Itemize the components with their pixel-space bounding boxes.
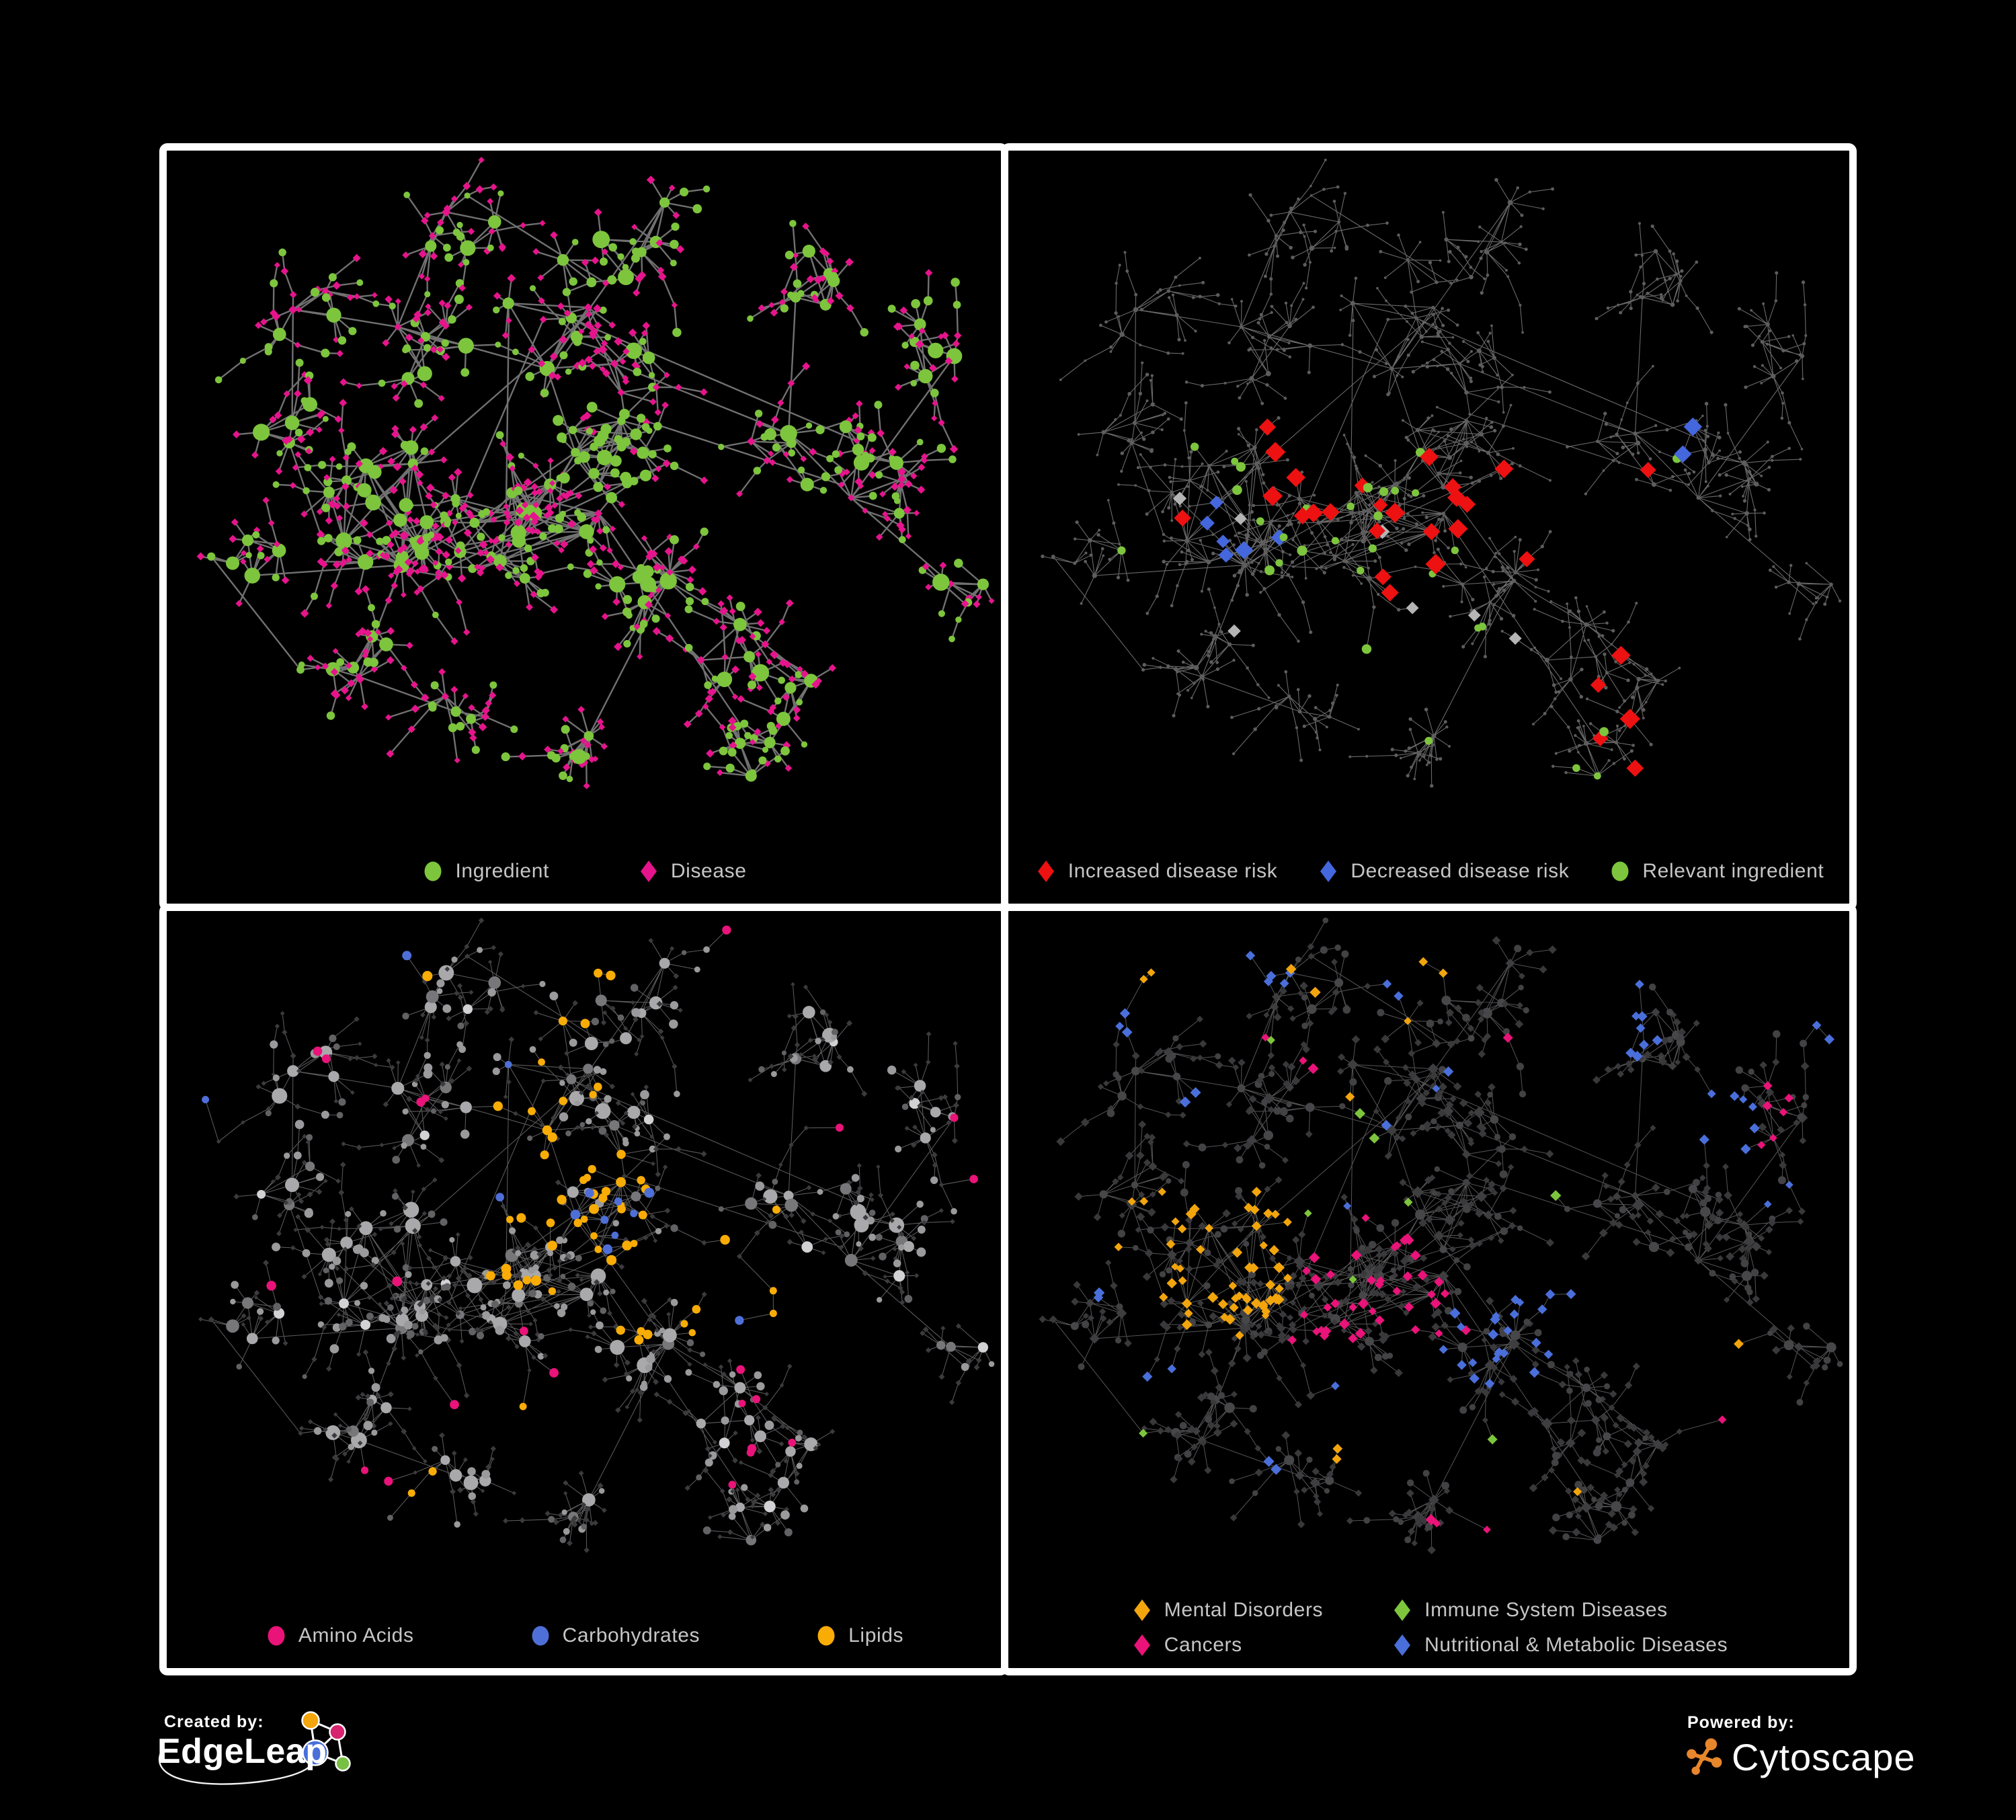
legend-item-disease: Disease — [637, 859, 747, 883]
legend-marker-circle-icon — [424, 861, 442, 881]
legend-label: Nutritional & Metabolic Diseases — [1424, 1634, 1728, 1656]
legend-marker-diamond-icon — [1133, 1634, 1150, 1656]
legend-disease-risk: Increased disease risk Decreased disease … — [1008, 859, 1849, 883]
legend-marker-diamond-icon — [1320, 861, 1337, 882]
legend-marker-circle-icon — [1611, 861, 1629, 881]
network-disease-classes — [1039, 917, 1843, 1554]
legend-label: Mental Disorders — [1164, 1599, 1324, 1621]
legend-label: Lipids — [848, 1624, 904, 1647]
panel-disease-risk: Increased disease risk Decreased disease … — [1001, 143, 1857, 911]
legend-item-lipids: Lipids — [814, 1624, 903, 1648]
legend-marker-diamond-icon — [1394, 1634, 1411, 1656]
legend-item-mental-disorders: Mental Disorders — [1130, 1598, 1323, 1622]
legend-marker-diamond-icon — [1133, 1599, 1150, 1621]
edgeleap-node-blue — [302, 1739, 329, 1766]
panel-ingredient-disease: Ingredient Disease — [159, 143, 1008, 911]
legend-item-ingredient: Ingredient — [421, 859, 549, 883]
legend-item-nutritional-metabolic-diseases: Nutritional & Metabolic Diseases — [1390, 1633, 1728, 1657]
legend-marker-circle-icon — [268, 1626, 285, 1646]
edgeleap-logo-text: EdgeLeap — [157, 1732, 327, 1771]
panel-disease-classes: Mental Disorders Immune System Diseases Ca… — [1001, 904, 1857, 1675]
legend-label: Ingredient — [455, 860, 549, 882]
legend-item-increased-disease-risk: Increased disease risk — [1034, 859, 1278, 883]
panel-compound-classes: Amino Acids Carbohydrates Lipids — [159, 904, 1008, 1675]
legend-label: Disease — [670, 860, 747, 882]
edgeleap-logo-icon — [158, 1711, 351, 1785]
cytoscape-icon-nodes — [1687, 1738, 1722, 1775]
network-ingredient-disease — [196, 157, 995, 789]
created-by-label: Created by: — [164, 1712, 264, 1731]
network-compound-classes — [198, 917, 995, 1553]
legend-label: Immune System Diseases — [1424, 1599, 1668, 1621]
legend-marker-diamond-icon — [1394, 1599, 1411, 1621]
edgeleap-credit: Created by: EdgeLeap — [153, 1710, 375, 1801]
cytoscape-logo-text: Cytoscape — [1732, 1736, 1916, 1778]
legend-label: Cancers — [1164, 1634, 1242, 1656]
legend-label: Increased disease risk — [1067, 860, 1278, 882]
legend-marker-diamond-icon — [640, 861, 657, 882]
legend-marker-circle-icon — [817, 1626, 835, 1646]
legend-item-immune-system-diseases: Immune System Diseases — [1390, 1598, 1728, 1622]
cytoscape-credit: Powered by: Cytoscape — [1685, 1713, 1916, 1779]
legend-item-carbohydrates: Carbohydrates — [528, 1624, 700, 1648]
legend-item-relevant-ingredient: Relevant ingredient — [1608, 859, 1824, 883]
legend-ingredient-disease: Ingredient Disease — [167, 859, 1001, 883]
network-disease-risk — [1041, 159, 1842, 788]
legend-item-amino-acids: Amino Acids — [264, 1624, 414, 1648]
legend-label: Carbohydrates — [562, 1624, 700, 1647]
legend-label: Relevant ingredient — [1642, 860, 1824, 882]
legend-compound-classes: Amino Acids Carbohydrates Lipids — [167, 1624, 1001, 1648]
cytoscape-logo-icon — [1687, 1738, 1722, 1775]
legend-label: Decreased disease risk — [1350, 860, 1570, 882]
edgeleap-node-green — [335, 1755, 351, 1772]
legend-disease-classes: Mental Disorders Immune System Diseases Ca… — [1008, 1598, 1849, 1657]
edgeleap-node-pink — [329, 1723, 346, 1741]
edgeleap-node-orange — [301, 1711, 320, 1730]
legend-marker-diamond-icon — [1037, 861, 1054, 882]
legend-marker-circle-icon — [532, 1626, 549, 1646]
legend-label: Amino Acids — [298, 1624, 414, 1647]
powered-by-label: Powered by: — [1687, 1713, 1795, 1732]
legend-item-cancers: Cancers — [1130, 1633, 1323, 1657]
legend-item-decreased-disease-risk: Decreased disease risk — [1316, 859, 1569, 883]
